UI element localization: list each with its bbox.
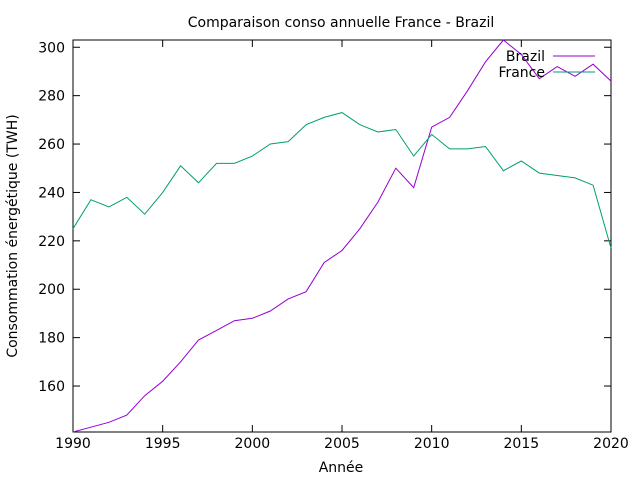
plot-area-frame: [72, 39, 612, 433]
x-axis: 1990 1995 2000 2005 2010 2015 2020: [55, 40, 629, 452]
chart-title: Comparaison conso annuelle France - Braz…: [188, 15, 495, 31]
y-tick-label: 220: [38, 234, 65, 250]
x-tick-label: 2015: [504, 436, 540, 452]
y-tick-label: 180: [38, 331, 65, 347]
y-tick-label: 160: [38, 379, 65, 395]
y-tick-label: 280: [38, 89, 65, 105]
y-tick-label: 200: [38, 282, 65, 298]
y-axis: 160 180 200 220 240 260 280 300: [38, 40, 611, 395]
x-tick-label: 1995: [145, 436, 181, 452]
x-tick-label: 2005: [324, 436, 360, 452]
x-tick-label: 2020: [593, 436, 629, 452]
y-axis-label: Consommation énergétique (TWH): [5, 114, 21, 357]
series-line-brazil: [72, 39, 612, 433]
y-tick-label: 300: [38, 40, 65, 56]
y-tick-label: 240: [38, 185, 65, 201]
legend-label-france: France: [498, 65, 545, 81]
series-line-france: [72, 112, 612, 249]
series-lines: [72, 39, 612, 433]
legend-label-brazil: Brazil: [506, 49, 545, 65]
x-tick-label: 2000: [235, 436, 271, 452]
x-tick-label: 1990: [55, 436, 91, 452]
x-axis-label: Année: [319, 460, 364, 476]
x-tick-label: 2010: [414, 436, 450, 452]
y-tick-label: 260: [38, 137, 65, 153]
